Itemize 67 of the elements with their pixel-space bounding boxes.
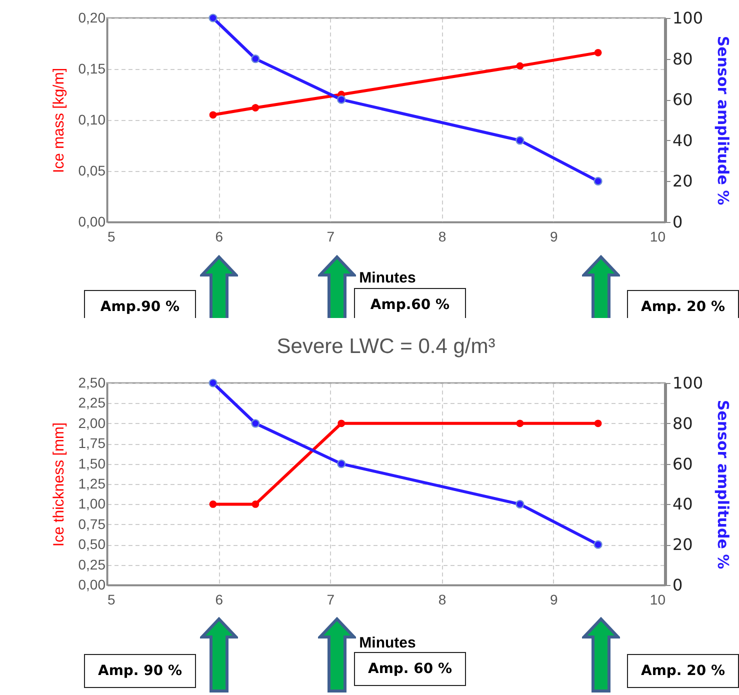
y2-axis-title: Sensor amplitude %	[714, 36, 732, 206]
point	[516, 500, 524, 508]
x-tick-label: 5	[108, 592, 116, 608]
x-tick-label: 8	[438, 592, 446, 608]
point	[209, 111, 217, 119]
y-tick-label: 0,15	[78, 60, 106, 76]
y2-tick-label: 80	[672, 414, 693, 433]
y2-tick-label: 80	[672, 49, 693, 68]
y-tick-label: 2,00	[78, 414, 106, 431]
point	[594, 176, 602, 186]
y2-tick-label: 20	[672, 172, 693, 191]
chart-title: Severe LWC = 0.4 g/m³	[276, 335, 496, 358]
point	[208, 14, 218, 22]
y-tick-label: 1,00	[78, 496, 106, 512]
y-tick-label: 1,75	[78, 435, 106, 452]
y2-tick-label: 100	[672, 8, 704, 28]
y2-tick-label: 60	[672, 90, 693, 110]
x-tick-label: 7	[326, 228, 335, 244]
text: Amp. 20 %	[627, 654, 739, 688]
y-tick-label: 2,25	[78, 394, 106, 411]
y-tick-label: 0,50	[78, 536, 106, 552]
point	[516, 136, 524, 145]
y2-tick-label: 0	[672, 212, 683, 232]
y-tick-label: 0,75	[78, 516, 106, 532]
x-tick-label: 7	[326, 592, 335, 608]
text: Amp.60 %	[354, 288, 466, 322]
y-axis-title: Ice mass [kg/m]	[50, 68, 68, 174]
point	[594, 48, 602, 56]
x-tick-label: 10	[650, 228, 666, 244]
x-axis-title: Minutes	[359, 270, 416, 286]
x-tick-label: 9	[550, 592, 558, 608]
text: Amp. 90 %	[84, 654, 196, 688]
y-tick-label: 0,10	[78, 112, 106, 128]
y2-tick-label: 40	[672, 130, 693, 150]
y-tick-label: 0,05	[78, 162, 106, 178]
x-tick-label: 8	[438, 228, 446, 244]
point	[516, 62, 524, 70]
y2-tick-label: 60	[672, 454, 693, 474]
point	[251, 54, 260, 64]
y2-tick-label: 20	[672, 535, 693, 554]
x-tick-label: 9	[550, 228, 558, 244]
y2-tick-label: 100	[672, 374, 704, 392]
point	[208, 378, 218, 388]
y2-tick-label: 40	[672, 494, 693, 514]
x-tick-label: 6	[215, 228, 224, 244]
x-tick-label: 10	[650, 592, 666, 608]
point	[251, 419, 260, 428]
y2-tick-label: 0	[672, 576, 683, 594]
text: Amp.90 %	[84, 290, 196, 324]
y2-axis-title: Sensor amplitude %	[714, 400, 732, 570]
y-tick-label: 0,00	[78, 214, 106, 230]
y-tick-label: 0,00	[78, 576, 106, 592]
point	[337, 95, 346, 104]
x-tick-label: 6	[215, 592, 224, 608]
point	[337, 460, 346, 468]
y-tick-label: 1,25	[78, 476, 106, 492]
y-tick-label: 0,25	[78, 556, 106, 572]
y-tick-label: 0,20	[78, 10, 106, 26]
x-axis-title: Minutes	[359, 634, 416, 652]
point	[594, 540, 602, 549]
point	[252, 104, 260, 112]
y-axis-title: Ice thickness [mm]	[50, 422, 68, 547]
y-tick-label: 1,50	[78, 455, 106, 472]
text: Amp. 20 %	[627, 290, 739, 324]
x-tick-label: 5	[108, 228, 116, 244]
y-tick-label: 2,50	[78, 374, 106, 390]
text: Amp. 60 %	[354, 652, 466, 686]
